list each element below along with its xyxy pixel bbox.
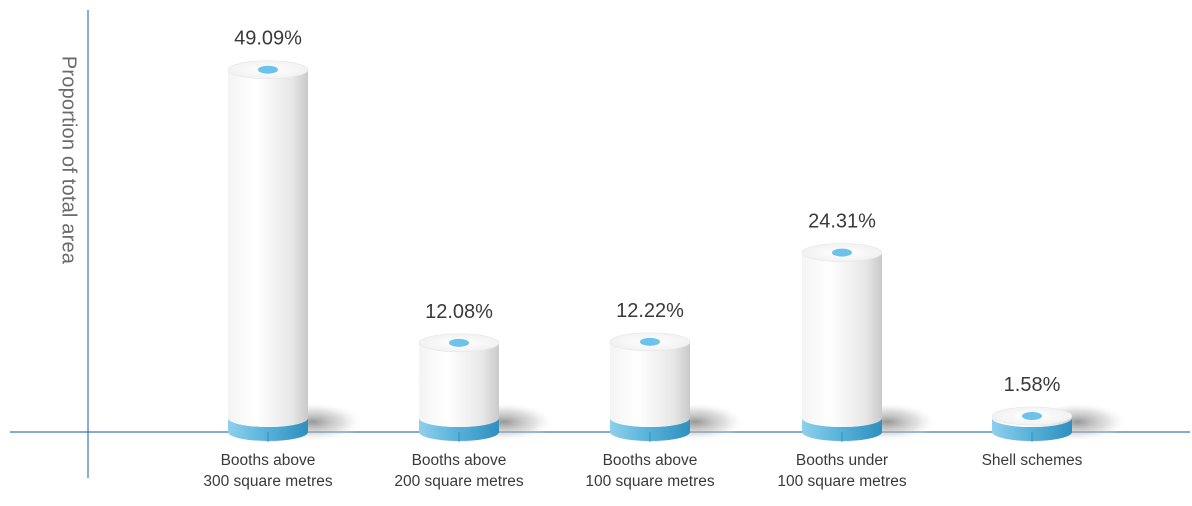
bar-4: 24.31% Booths under 100 square metres — [777, 211, 938, 490]
x-tick-label: Booths above — [221, 452, 316, 469]
x-tick-label: Booths above — [412, 452, 507, 469]
bar-body — [802, 252, 882, 427]
x-tick-label: Booths under — [796, 452, 888, 469]
data-label: 12.08% — [425, 301, 493, 323]
x-tick-label: Booths above — [603, 452, 698, 469]
bar-body — [228, 69, 308, 428]
bar-top-dot — [640, 337, 660, 346]
data-label: 1.58% — [1004, 374, 1061, 396]
bar-top-dot — [258, 65, 278, 74]
bar-5: 1.58% Shell schemes — [982, 374, 1128, 469]
x-tick-label: 300 square metres — [203, 473, 332, 490]
bar-body — [419, 342, 499, 427]
bar-2: 12.08% Booths above 200 square metres — [394, 301, 555, 490]
bar-top-dot — [832, 248, 852, 257]
bar-1: 49.09% Booths above 300 square metres — [203, 28, 364, 490]
bar-base-ring — [228, 418, 308, 441]
x-tick-label: 100 square metres — [777, 473, 906, 490]
bar-base-ring — [419, 418, 499, 441]
x-tick-label: 200 square metres — [394, 473, 523, 490]
bar-top-dot — [1022, 412, 1042, 420]
x-tick-label: Shell schemes — [982, 452, 1083, 469]
bar-base-ring — [802, 418, 882, 441]
x-tick-label: 100 square metres — [585, 473, 714, 490]
data-label: 24.31% — [808, 211, 876, 233]
bar-base-ring — [992, 418, 1072, 441]
data-label: 49.09% — [234, 28, 302, 50]
bar-3: 12.22% Booths above 100 square metres — [585, 300, 746, 490]
bar-top-dot — [449, 338, 469, 347]
bar-body — [610, 341, 690, 427]
data-label: 12.22% — [616, 300, 684, 322]
bar-base-ring — [610, 418, 690, 441]
